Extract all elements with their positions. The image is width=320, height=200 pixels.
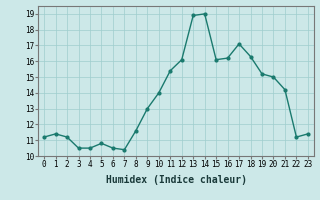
X-axis label: Humidex (Indice chaleur): Humidex (Indice chaleur) [106,175,246,185]
